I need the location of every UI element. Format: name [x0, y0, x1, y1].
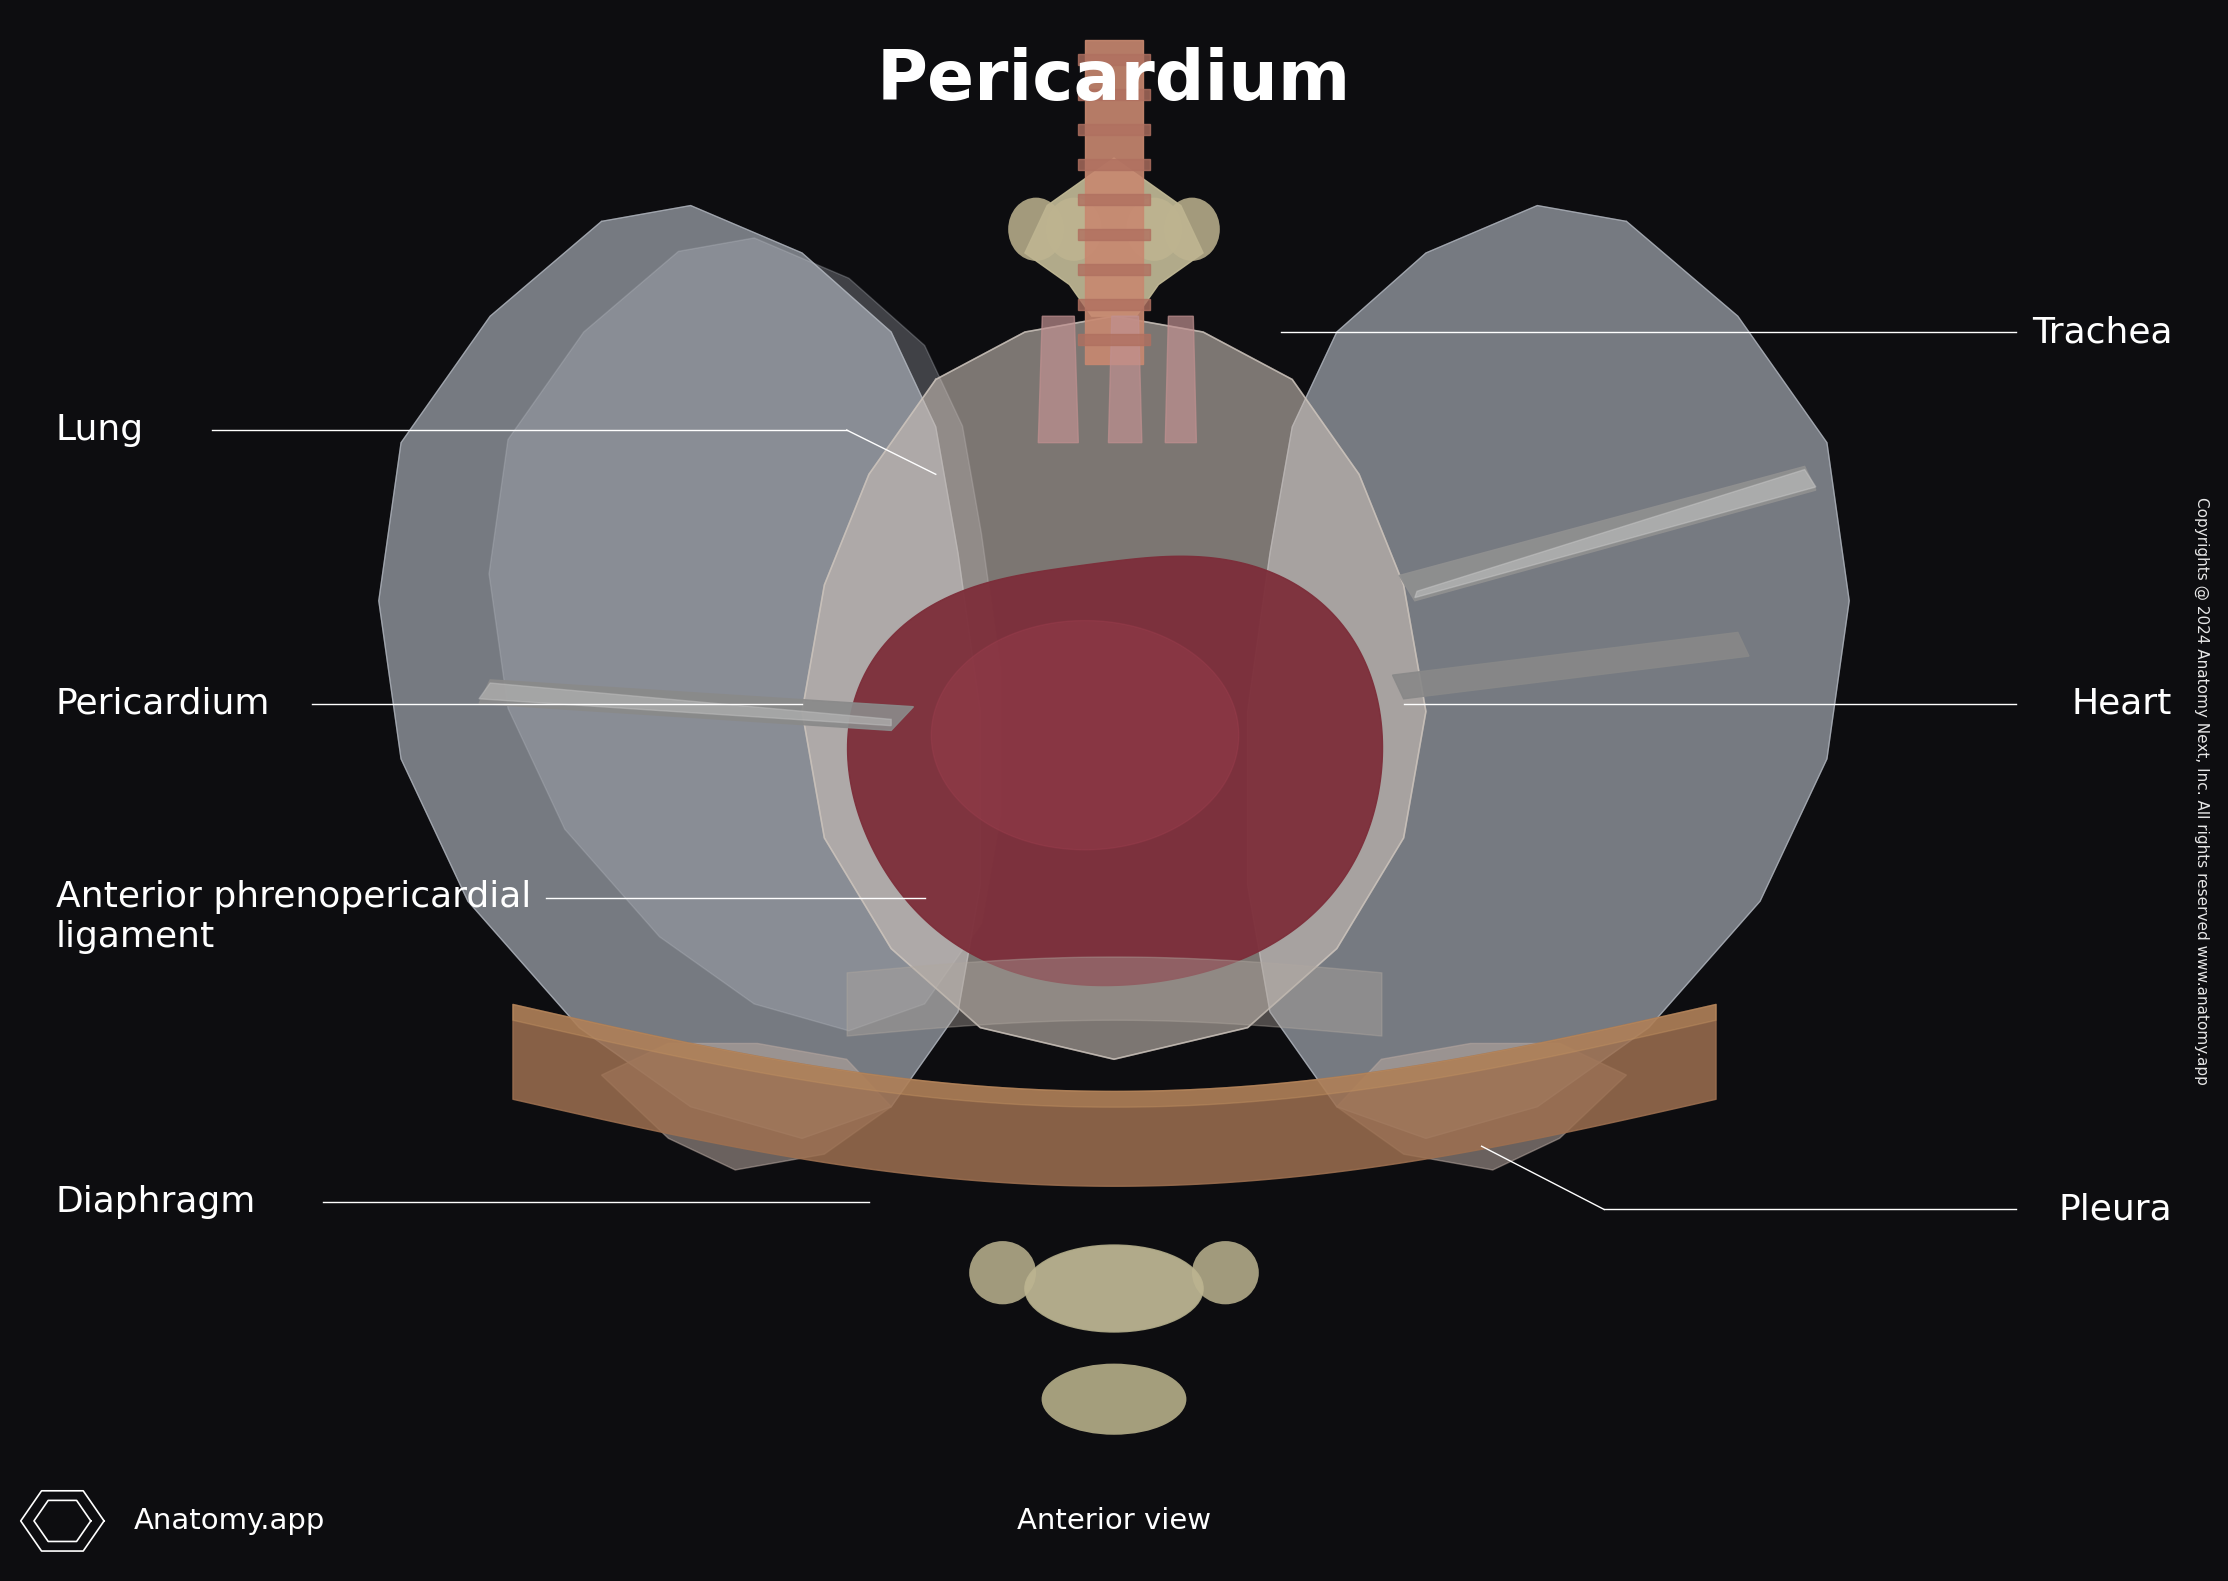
Polygon shape	[1085, 40, 1143, 364]
Polygon shape	[1399, 466, 1816, 601]
Text: Heart: Heart	[2072, 686, 2172, 721]
Ellipse shape	[1025, 1246, 1203, 1331]
Polygon shape	[379, 206, 980, 1138]
Polygon shape	[479, 683, 891, 726]
Polygon shape	[1392, 632, 1749, 699]
Text: Anterior phrenopericardial
ligament: Anterior phrenopericardial ligament	[56, 881, 530, 953]
Polygon shape	[1078, 264, 1150, 275]
Polygon shape	[1078, 193, 1150, 204]
Ellipse shape	[1047, 198, 1103, 261]
Polygon shape	[1078, 123, 1150, 134]
Polygon shape	[1078, 158, 1150, 169]
Text: Diaphragm: Diaphragm	[56, 1184, 256, 1219]
Ellipse shape	[1040, 1363, 1188, 1436]
Text: Pericardium: Pericardium	[878, 47, 1350, 114]
Polygon shape	[1248, 206, 1849, 1138]
Polygon shape	[1025, 158, 1203, 316]
Polygon shape	[1078, 54, 1150, 65]
Polygon shape	[602, 1043, 891, 1170]
Polygon shape	[847, 557, 1384, 985]
Ellipse shape	[1127, 198, 1181, 261]
Polygon shape	[1038, 316, 1078, 443]
Ellipse shape	[1007, 198, 1065, 261]
Polygon shape	[1415, 470, 1816, 598]
Text: Pleura: Pleura	[2059, 1192, 2172, 1227]
Polygon shape	[1078, 299, 1150, 310]
Text: Lung: Lung	[56, 413, 145, 447]
Polygon shape	[490, 239, 1000, 1031]
Polygon shape	[1110, 316, 1141, 443]
Ellipse shape	[1165, 198, 1221, 261]
Polygon shape	[1078, 334, 1150, 345]
Ellipse shape	[969, 1241, 1036, 1304]
Text: Anterior view: Anterior view	[1016, 1507, 1212, 1535]
Text: Trachea: Trachea	[2032, 315, 2172, 349]
Polygon shape	[1337, 1043, 1626, 1170]
Text: Copyrights @ 2024 Anatomy Next, Inc. All rights reserved www.anatomy.app: Copyrights @ 2024 Anatomy Next, Inc. All…	[2195, 496, 2208, 1085]
Polygon shape	[479, 680, 913, 730]
Ellipse shape	[1192, 1241, 1259, 1304]
Polygon shape	[1078, 229, 1150, 240]
Polygon shape	[1078, 89, 1150, 100]
Polygon shape	[802, 316, 1426, 1059]
Text: Pericardium: Pericardium	[56, 686, 270, 721]
Polygon shape	[931, 621, 1239, 849]
Text: Anatomy.app: Anatomy.app	[134, 1507, 325, 1535]
Polygon shape	[1165, 316, 1196, 443]
